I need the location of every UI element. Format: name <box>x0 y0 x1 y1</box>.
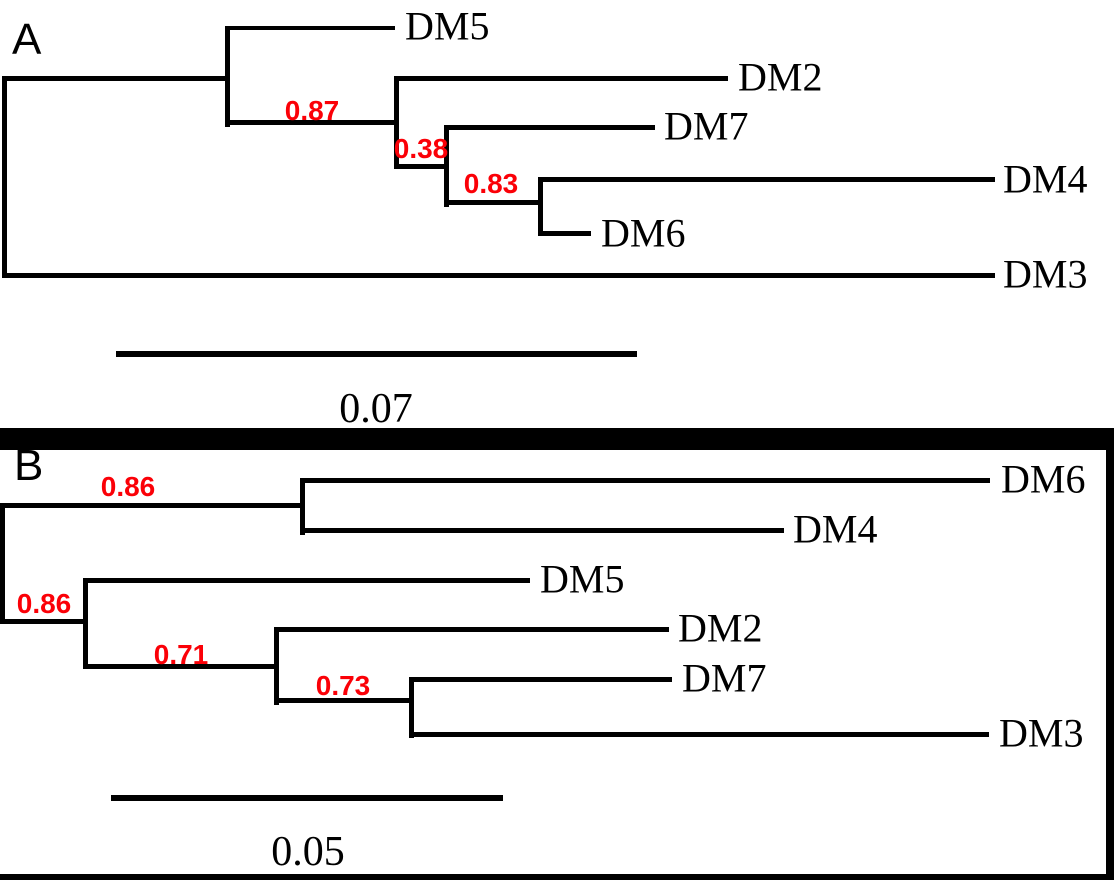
taxon-label-dm2: DM2 <box>738 54 823 100</box>
support-value: 0.87 <box>284 95 340 126</box>
panel-a-branch-segment <box>225 120 399 125</box>
panel-b-branch-segment <box>409 677 414 738</box>
taxon-label-dm6: DM6 <box>601 210 686 256</box>
panel-b-scale-bar-label: 0.05 <box>271 829 345 875</box>
panel-b-branch-segment <box>0 619 88 624</box>
taxon-label-dm7: DM7 <box>682 655 767 701</box>
panel-b-branch-segment <box>300 478 305 535</box>
panel-a-branch-segment <box>225 26 230 127</box>
support-value: 0.73 <box>315 670 371 701</box>
panel-a-scale-bar-label: 0.07 <box>339 386 413 432</box>
panel-b-branch-segment <box>83 664 279 669</box>
panel-b-branch-segment <box>274 698 414 703</box>
panel-a-branch-segment <box>444 125 655 130</box>
panel-a-branch-segment <box>538 177 995 182</box>
panel-b-branch-segment <box>300 528 784 533</box>
taxon-label-dm2: DM2 <box>678 605 763 651</box>
taxon-label-dm7: DM7 <box>664 103 749 149</box>
panel-b-branch-segment <box>300 478 990 483</box>
panel-a-branch-segment <box>225 26 395 30</box>
taxon-label-dm5: DM5 <box>405 3 490 49</box>
panel-b-frame-top <box>0 428 1114 450</box>
panel-b-branch-segment <box>274 627 279 705</box>
panel-a-branch-segment <box>394 76 728 81</box>
support-value: 0.83 <box>463 168 519 199</box>
panel-b-branch-segment <box>409 677 672 682</box>
panel-b-branch-segment <box>274 627 669 632</box>
panel-a-branch-segment <box>394 164 448 169</box>
panel-b-branch-segment <box>0 503 5 624</box>
panel-a-branch-segment <box>2 76 7 278</box>
taxon-label-dm3: DM3 <box>1003 251 1088 297</box>
taxon-label-dm3: DM3 <box>999 710 1084 756</box>
panel-a-branch-segment <box>2 273 995 278</box>
panel-a-branch-segment <box>2 76 230 81</box>
taxon-label-dm5: DM5 <box>540 556 625 602</box>
panel-a-scale-bar <box>116 351 637 357</box>
panel-b-branch-segment <box>83 578 530 583</box>
support-value: 0.38 <box>393 133 449 164</box>
taxon-label-dm4: DM4 <box>793 506 878 552</box>
panel-a-branch-segment <box>538 231 591 236</box>
panel-a-branch-segment <box>394 76 399 169</box>
panel-b-branch-segment <box>409 732 989 737</box>
support-value: 0.71 <box>153 639 209 670</box>
panel-a-letter: A <box>12 15 42 64</box>
panel-b-branch-segment <box>83 578 88 669</box>
taxon-label-dm4: DM4 <box>1003 156 1088 202</box>
panel-b-frame-right <box>1106 428 1114 880</box>
panel-b-branch-segment <box>0 503 305 508</box>
panel-b-letter: B <box>14 441 44 490</box>
support-value: 0.86 <box>16 588 72 619</box>
panel-b-scale-bar <box>111 795 503 801</box>
panel-a-branch-segment <box>444 125 449 207</box>
support-value: 0.86 <box>100 471 156 502</box>
panel-b-frame-bottom <box>0 874 1114 880</box>
taxon-label-dm6: DM6 <box>1001 456 1086 502</box>
panel-a-branch-segment <box>538 177 543 236</box>
panel-a-branch-segment <box>444 200 542 205</box>
